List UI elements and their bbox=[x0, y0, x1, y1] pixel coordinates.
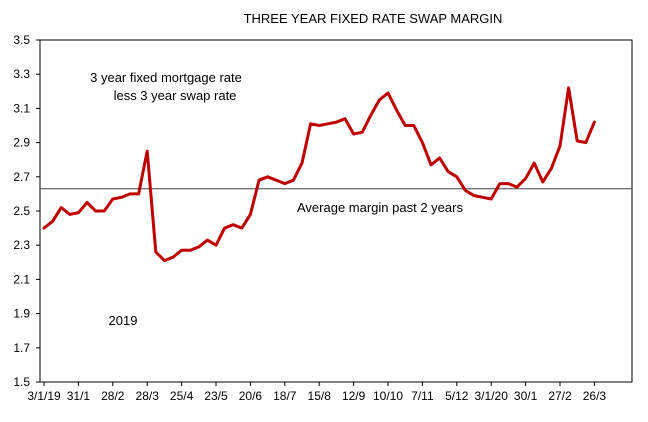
y-tick-label: 3.5 bbox=[13, 33, 30, 47]
y-tick-label: 2.7 bbox=[13, 170, 30, 184]
x-tick-label: 31/1 bbox=[67, 389, 91, 403]
x-tick-label: 7/11 bbox=[411, 389, 434, 403]
y-tick-label: 1.7 bbox=[13, 341, 30, 355]
x-tick-label: 26/3 bbox=[583, 389, 607, 403]
x-tick-label: 3/1/19 bbox=[27, 389, 61, 403]
annotation-year: 2019 bbox=[109, 313, 138, 328]
y-tick-label: 2.3 bbox=[13, 238, 30, 252]
x-tick-label: 5/12 bbox=[445, 389, 469, 403]
x-tick-label: 30/1 bbox=[514, 389, 538, 403]
series-line-margin bbox=[42, 86, 596, 263]
x-tick-label: 23/5 bbox=[204, 389, 228, 403]
x-axis-labels: 3/1/19 31/1 28/2 28/3 25/4 23/5 20/6 18/7 15/8 12… bbox=[27, 389, 606, 403]
annotation-line-1: 3 year fixed mortgage rate bbox=[90, 70, 242, 85]
average-margin-label: Average margin past 2 years bbox=[297, 200, 463, 215]
x-tick-label: 28/2 bbox=[101, 389, 125, 403]
y-tick-label: 1.5 bbox=[13, 375, 30, 389]
axis-ticks bbox=[36, 39, 595, 386]
x-tick-label: 12/9 bbox=[342, 389, 366, 403]
x-tick-label: 27/2 bbox=[548, 389, 572, 403]
y-tick-label: 2.5 bbox=[13, 204, 30, 218]
annotation-line-2: less 3 year swap rate bbox=[114, 88, 237, 103]
x-tick-label: 10/10 bbox=[373, 389, 403, 403]
y-tick-label: 3.1 bbox=[13, 101, 30, 115]
x-tick-label: 28/3 bbox=[136, 389, 160, 403]
y-tick-label: 3.3 bbox=[13, 67, 30, 81]
x-tick-label: 3/1/20 bbox=[475, 389, 509, 403]
x-tick-label: 25/4 bbox=[170, 389, 194, 403]
y-tick-label: 1.9 bbox=[13, 307, 30, 321]
y-tick-label: 2.1 bbox=[13, 272, 30, 286]
y-tick-label: 2.9 bbox=[13, 136, 30, 150]
x-tick-label: 18/7 bbox=[273, 389, 297, 403]
x-tick-label: 15/8 bbox=[308, 389, 332, 403]
x-tick-label: 20/6 bbox=[239, 389, 263, 403]
y-axis-labels: 1.5 1.7 1.9 2.1 2.3 2.5 2.7 2.9 3.1 3.3 3.5 bbox=[13, 33, 30, 389]
plot-area-frame bbox=[39, 39, 633, 383]
chart-title: THREE YEAR FIXED RATE SWAP MARGIN bbox=[244, 11, 503, 26]
